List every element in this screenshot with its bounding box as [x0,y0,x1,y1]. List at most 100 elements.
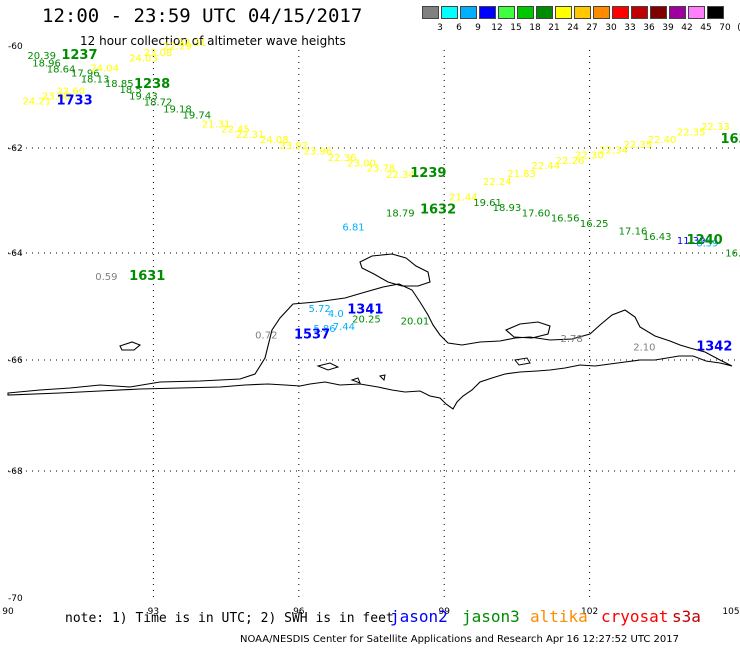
wave-height-value: 0.72 [255,331,277,342]
wave-height-value: 22.40 [648,135,677,146]
scale-label: 21 [548,23,560,33]
scale-label: 27 [586,23,598,33]
wave-height-value: 22.44 [531,161,560,172]
legend-s3a: s3a [672,607,701,626]
wave-height-value: 22.35 [624,140,653,151]
map-title: 12:00 - 23:59 UTC 04/15/2017 [42,5,363,27]
wave-height-value: 20.25 [352,315,381,326]
wave-height-value: 17.60 [522,208,551,219]
legend-altika: altika [530,607,588,626]
pass-time-label: 1631 [129,269,165,284]
scale-swatch [669,6,686,19]
scale-label: 3 [437,23,443,33]
scale-label: 24 [567,23,579,33]
lat-tick-label: -66 [8,356,23,366]
wave-height-value: 22.31 [236,130,265,141]
wave-height-value: 6.81 [342,222,364,233]
footnote: note: 1) Time is in UTC; 2) SWH is in fe… [65,611,394,626]
wave-height-value: 4.0 [328,309,344,320]
wave-height-value: 18.72 [144,98,173,109]
wave-height-value: 22.24 [483,177,512,188]
wave-height-value: 22.36 [328,153,357,164]
lon-tick-label: 90 [2,607,14,617]
pass-time-label: 1733 [56,94,92,109]
pass-time-label: 1238 [134,77,170,92]
scale-label: 18 [529,23,541,33]
islet-1 [316,362,340,371]
wave-height-value: 24.08 [260,135,289,146]
lat-tick-label: -68 [8,467,23,477]
scale-swatch [479,6,496,19]
scale-label: 15 [510,23,522,33]
islet-3 [350,377,361,384]
lon-tick-label: 105 [722,607,739,617]
pass-time-label: 1342 [696,339,732,354]
wave-height-value: 17.16 [619,227,648,238]
scale-label: 9 [475,23,481,33]
scale-swatch [650,6,667,19]
wave-height-value: 16.43 [643,232,672,243]
graticule: 90 93 96 99 102 105 -60 -62 -64 -66 -68 -70 [2,42,739,617]
scale-swatch [707,6,724,19]
wave-height-value: 17.96 [71,69,100,80]
wave-height-value: 22.60 [56,86,85,97]
lon-tick-label: 99 [438,607,450,617]
pass-time-label: 1341 [347,302,383,317]
scale-swatch [441,6,458,19]
coastline-main [7,283,733,410]
wave-height-value: 18.64 [47,65,76,76]
legend-jason3: jason3 [462,607,520,626]
wave-height-value: 5.86 [313,324,335,335]
wave-height-value: 0.59 [95,272,117,283]
legend-jason2: jason2 [390,607,448,626]
wave-height-value: 21.83 [507,169,536,180]
scale-swatch [422,6,439,19]
island-east [504,321,551,339]
wave-height-value: 22.34 [599,145,628,156]
scale-label: 12 [491,23,503,33]
wave-height-value: 16.25 [580,219,609,230]
wave-height-value: 22.45 [221,125,250,136]
map-subtitle: 12 hour collection of altimeter wave hei… [80,34,346,48]
scale-label: 39 [662,23,674,33]
wave-height-value: 22.30 [575,151,604,162]
wave-height-value: 23.68 [42,92,71,103]
pass-time-labels: 1237 1733 1238 1633 1239 1632 1240 1631 1341 1537… [56,48,740,355]
lat-tick-label: -60 [8,42,23,52]
wave-height-value: 22.33 [701,122,730,133]
scale-label: 45 [700,23,712,33]
wave-height-value: 22.29 [163,42,192,53]
scale-swatch [631,6,648,19]
scale-label: 30 [605,23,617,33]
wave-height-value: 18.13 [81,75,110,86]
wave-height-value: 19.74 [182,110,211,121]
island-north [359,253,431,287]
pass-time-label: 1237 [61,48,97,63]
wave-height-value: 23.31 [178,38,207,49]
pass-time-label: 1240 [687,233,723,248]
wave-height-value: 18.85 [105,79,134,90]
lat-tick-label: -70 [8,594,23,604]
island-west [119,341,142,351]
scale-swatch [536,6,553,19]
scale-swatch [593,6,610,19]
wave-height-labels: 20.3918.9618.6417.9618.1318.8518.519.431… [23,38,740,353]
pass-time-label: 1537 [294,328,330,343]
pass-time-label: 1633 [720,132,740,147]
scale-label: 6 [456,23,462,33]
scale-label: 36 [643,23,655,33]
wave-height-value: 23.00 [347,158,376,169]
wave-height-value: 20.39 [27,51,56,62]
scale-swatch [460,6,477,19]
lon-tick-label: 96 [293,607,305,617]
wave-height-value: 8.59 [696,239,718,250]
scale-swatch [612,6,629,19]
lat-tick-label: -64 [8,249,23,259]
wave-height-value: 5.72 [308,304,330,315]
wave-height-value: 24.03 [129,53,158,64]
wave-height-value: 18.5 [119,85,141,96]
scale-label: 33 [624,23,636,33]
wave-height-value: 24.04 [90,64,119,75]
lon-tick-label: 102 [581,607,598,617]
